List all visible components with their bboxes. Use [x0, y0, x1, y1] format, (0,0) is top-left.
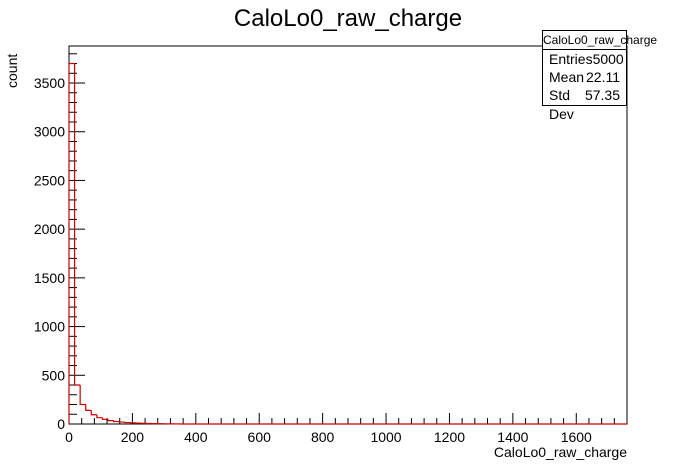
stats-label: Std Dev — [549, 87, 574, 122]
histogram-bin — [101, 417, 109, 420]
x-tick-label: 1600 — [561, 429, 592, 445]
y-tick-label: 1500 — [34, 270, 65, 286]
stats-label: Entries — [549, 51, 593, 67]
x-tick-label: 600 — [248, 429, 272, 445]
histogram-bin — [73, 63, 81, 386]
x-tick-label: 200 — [121, 429, 145, 445]
x-tick-label: 400 — [184, 429, 208, 445]
y-tick-label: 2500 — [34, 172, 65, 188]
histogram-bin — [79, 385, 86, 406]
histogram-bin — [90, 410, 97, 416]
x-tick-label: 800 — [311, 429, 335, 445]
histogram-bin — [118, 421, 125, 423]
stats-row-stddev: Std Dev 57.35 — [543, 86, 626, 122]
stats-box: CaloLo0_raw_charge Entries 5000 Mean 22.… — [542, 30, 657, 122]
histogram-bin — [113, 420, 120, 423]
y-tick-label: 2000 — [34, 221, 65, 237]
histogram-bin — [68, 62, 75, 424]
stats-title: CaloLo0_raw_charge — [543, 31, 657, 50]
chart-title: CaloLo0_raw_charge — [234, 5, 462, 32]
y-tick-label: 1000 — [34, 319, 65, 335]
histogram-bin — [85, 404, 92, 411]
stats-row-entries: Entries 5000 — [543, 50, 626, 68]
histogram-bin — [107, 419, 114, 422]
x-tick-label: 1200 — [434, 429, 465, 445]
stats-value: 22.11 — [586, 69, 620, 85]
x-tick-label: 0 — [65, 429, 73, 445]
y-axis-label: count — [4, 54, 20, 88]
y-tick-label: 3000 — [34, 124, 65, 140]
stats-value: 5000 — [592, 51, 624, 67]
x-axis-label: CaloLo0_raw_charge — [494, 444, 627, 460]
x-tick-label: 1400 — [497, 429, 528, 445]
histogram-bins — [68, 62, 627, 425]
y-tick-label: 3500 — [34, 75, 65, 91]
stats-label: Mean — [549, 69, 585, 85]
y-tick-label: 0 — [57, 416, 65, 432]
y-axis: 0 500 1000 1500 2000 2500 3000 3500 — [34, 53, 85, 432]
histogram-bin — [96, 414, 103, 419]
y-tick-label: 500 — [42, 367, 66, 383]
stats-row-mean: Mean 22.11 — [543, 68, 626, 86]
x-tick-label: 1000 — [370, 429, 401, 445]
x-axis: 0 200 400 600 800 1000 1200 1400 1600 — [65, 413, 615, 445]
stats-value: 57.35 — [584, 87, 620, 103]
